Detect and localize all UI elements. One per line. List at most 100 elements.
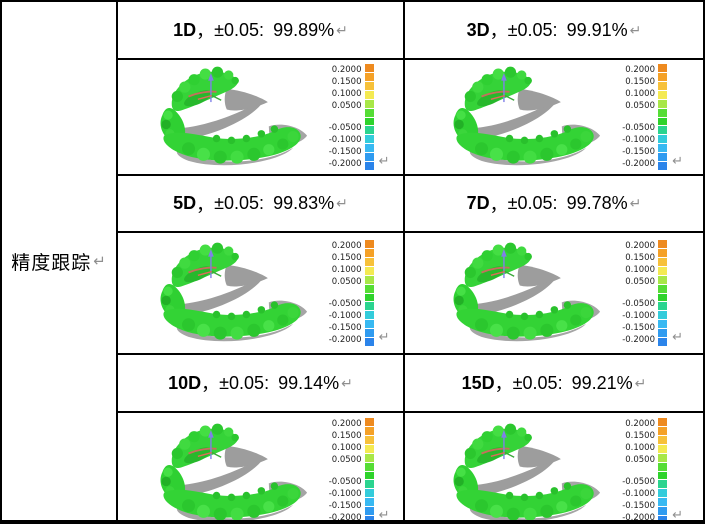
legend-color-segment — [364, 144, 374, 153]
legend-tick-label: 0.1500 — [625, 431, 655, 441]
comma: ， — [196, 21, 215, 41]
accuracy-value: 99.89% — [273, 19, 335, 40]
legend-color-segment — [364, 72, 374, 81]
legend-color-segment — [658, 471, 667, 480]
legend-tick-label: 0.1500 — [625, 77, 655, 87]
legend-color-segment — [364, 453, 374, 462]
legend-tick-label: -0.1500 — [622, 147, 655, 157]
legend-tick-label: 0.1500 — [331, 77, 362, 87]
legend-tick-label: 0.1000 — [625, 443, 655, 453]
legend-color-segment — [658, 126, 667, 135]
legend-tick-label: 0.2000 — [331, 241, 362, 251]
legend-tick-label: -0.1500 — [328, 323, 362, 333]
legend-tick-label: 0.1000 — [331, 443, 362, 453]
legend-color-segment — [658, 248, 667, 257]
legend-color-segment — [364, 293, 374, 302]
legend-color-segment — [658, 257, 667, 266]
legend-color-segment — [364, 108, 374, 117]
legend-tick-label: 0.2000 — [625, 65, 655, 75]
accuracy-value: 99.91% — [566, 19, 628, 40]
deviation-color-scale: 0.2000 0.1500 0.1000 0.0500 -0.0500 -0.1000 -0… — [329, 64, 390, 171]
header-cell-7d: 7D， ±0.05: 99.78% ↵ — [405, 176, 703, 233]
legend-tick-label: 0.1000 — [331, 89, 362, 99]
legend-color-segment — [658, 444, 667, 453]
day-label: 7D — [466, 193, 490, 213]
legend-color-segment — [658, 90, 667, 99]
image-cell-1d: 0.2000 0.1500 0.1000 0.0500 -0.0500 -0.1000 -0… — [118, 60, 405, 176]
legend-color-segment — [364, 90, 374, 99]
dental-scan-model — [124, 61, 324, 173]
legend-color-segment — [364, 462, 374, 471]
legend-color-segment — [364, 257, 374, 266]
legend-color-segment — [658, 311, 667, 320]
legend-tick-label: 0.1500 — [331, 431, 362, 441]
day-label: 5D — [173, 193, 197, 213]
dental-scan-model — [124, 418, 324, 520]
image-cell-5d: 0.2000 0.1500 0.1000 0.0500 -0.0500 -0.1000 -0… — [118, 233, 405, 355]
legend-color-segment — [364, 162, 374, 171]
legend-tick-label: 0.0500 — [625, 101, 655, 111]
paragraph-mark-icon: ↵ — [378, 329, 390, 344]
legend-color-segment — [364, 489, 374, 498]
legend-color-segment — [658, 162, 667, 171]
legend-color-segment — [364, 275, 374, 284]
legend-color-segment — [364, 320, 374, 329]
paragraph-mark-icon: ↵ — [629, 195, 642, 211]
legend-tick-labels: 0.2000 0.1500 0.1000 0.0500 -0.0500 -0.1000 -0… — [329, 64, 365, 170]
legend-color-segment — [364, 126, 374, 135]
legend-color-segment — [658, 293, 667, 302]
legend-tick-label: -0.1500 — [622, 323, 655, 333]
legend-tick-label: 0.1500 — [625, 253, 655, 263]
legend-tick-label: 0.1000 — [331, 265, 362, 275]
paragraph-mark-icon: ↵ — [672, 329, 683, 344]
day-label: 10D — [168, 372, 202, 393]
legend-tick-label: 0.1000 — [625, 265, 655, 275]
legend-color-segment — [658, 453, 667, 462]
legend-color-segment — [658, 507, 667, 516]
paragraph-mark-icon: ↵ — [629, 21, 642, 38]
legend-color-segment — [364, 284, 374, 293]
deviation-color-scale: 0.2000 0.1500 0.1000 0.0500 -0.0500 -0.1000 -0… — [328, 240, 390, 347]
row-label-cell: 精度跟踪 ↵ — [2, 2, 118, 520]
legend-color-segment — [364, 480, 374, 489]
accuracy-value: 99.83% — [273, 193, 335, 213]
tolerance-label: ±0.05: — [214, 19, 265, 40]
legend-color-segment — [658, 338, 667, 347]
legend-color-segment — [364, 471, 374, 480]
legend-tick-label: 0.0500 — [625, 455, 655, 465]
dental-scan-model — [417, 418, 617, 520]
comma: ， — [201, 374, 220, 394]
legend-tick-label: 0.2000 — [625, 419, 655, 429]
dental-scan-model — [417, 61, 617, 173]
header-cell-15d: 15D， ±0.05: 99.21% ↵ — [405, 355, 703, 413]
legend-color-segment — [364, 248, 374, 257]
legend-color-segment — [658, 64, 667, 72]
paragraph-mark-icon: ↵ — [672, 507, 683, 520]
deviation-color-scale: 0.2000 0.1500 0.1000 0.0500 -0.0500 -0.1000 -0… — [622, 240, 683, 347]
legend-tick-label: -0.1500 — [622, 501, 655, 511]
paragraph-mark-icon: ↵ — [336, 195, 348, 211]
legend-color-segment — [364, 426, 374, 435]
day-label: 15D — [461, 372, 495, 393]
legend-color-segment — [658, 435, 667, 444]
legend-color-segment — [658, 275, 667, 284]
legend-color-segment — [658, 426, 667, 435]
paragraph-mark-icon: ↵ — [336, 21, 348, 38]
legend-color-bar — [364, 240, 374, 347]
legend-tick-labels: 0.2000 0.1500 0.1000 0.0500 -0.0500 -0.1000 -0… — [622, 418, 658, 520]
legend-tick-label: -0.2000 — [622, 513, 655, 520]
legend-color-segment — [658, 99, 667, 108]
legend-color-segment — [364, 507, 374, 516]
accuracy-value: 99.14% — [278, 372, 340, 393]
legend-color-segment — [364, 64, 374, 72]
header-cell-1d: 1D， ±0.05: 99.89% ↵ — [118, 2, 405, 60]
legend-color-segment — [658, 418, 667, 426]
legend-tick-label: 0.0500 — [331, 277, 362, 287]
legend-tick-label: 0.2000 — [331, 419, 362, 429]
legend-tick-label: -0.0500 — [622, 123, 655, 133]
legend-color-segment — [364, 240, 374, 248]
legend-tick-label: 0.0500 — [625, 277, 655, 287]
legend-tick-label: -0.0500 — [328, 477, 362, 487]
image-cell-3d: 0.2000 0.1500 0.1000 0.0500 -0.0500 -0.1000 -0… — [405, 60, 703, 176]
